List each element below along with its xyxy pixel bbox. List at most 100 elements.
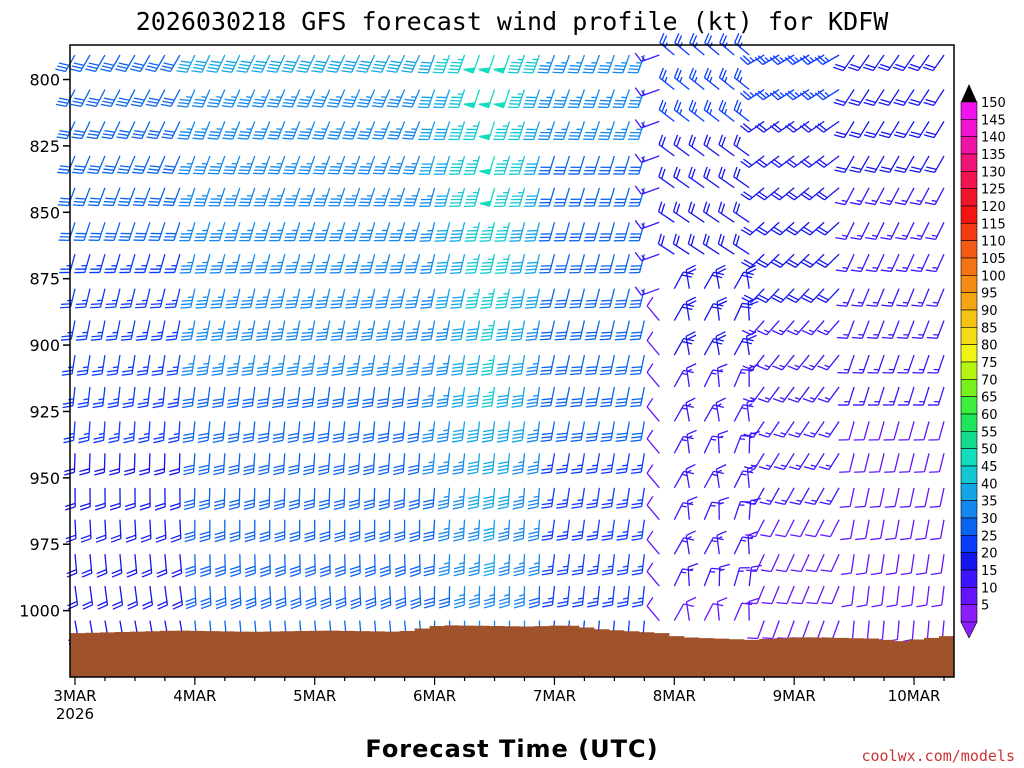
wind-barb <box>297 121 316 140</box>
barb-feather <box>227 439 239 444</box>
wind-barb <box>801 320 825 336</box>
barb-feather <box>465 373 477 376</box>
barb-feather <box>115 68 126 73</box>
barb-feather <box>556 537 567 541</box>
barb-feather <box>194 63 205 67</box>
barb-feather <box>597 71 608 74</box>
wind-barb <box>863 54 885 72</box>
barb-feather <box>754 92 764 101</box>
barb-feather <box>259 534 270 539</box>
wind-barb <box>408 487 421 511</box>
wind-barb <box>526 386 541 408</box>
barb-feather <box>451 405 462 408</box>
barb-feather <box>437 464 449 468</box>
barb-half-feather <box>443 461 449 464</box>
barb-feather <box>820 569 832 573</box>
barb-feather <box>362 366 373 369</box>
wind-barb <box>703 134 720 157</box>
barb-feather <box>881 304 892 307</box>
barb-feather <box>376 369 388 373</box>
wind-barb <box>583 187 601 207</box>
wind-barb <box>685 463 696 488</box>
wind-barb <box>587 586 601 608</box>
wind-barb <box>87 187 106 207</box>
barb-feather <box>467 328 479 331</box>
barb-shaft <box>881 620 885 640</box>
barb-feather <box>164 165 176 168</box>
wind-barb <box>91 354 106 376</box>
wind-barb <box>537 54 556 74</box>
barb-feather <box>483 569 495 573</box>
wind-barb <box>851 288 870 307</box>
barb-feather <box>228 464 240 469</box>
wind-barb <box>885 519 900 541</box>
wind-barb <box>836 320 855 339</box>
barb-feather <box>410 604 421 610</box>
barb-feather <box>541 436 552 439</box>
wind-barb <box>237 155 256 175</box>
wind-barb <box>569 288 586 309</box>
wind-barb <box>863 121 885 139</box>
wind-barb <box>554 288 571 309</box>
barb-feather <box>335 604 346 610</box>
barb-feather <box>106 373 118 376</box>
wind-barb <box>252 121 271 140</box>
barb-feather <box>585 369 597 372</box>
barb-feather <box>378 432 389 437</box>
wind-barb <box>630 421 645 442</box>
barb-feather <box>373 169 385 172</box>
barb-feather <box>601 534 613 538</box>
barb-shaft <box>685 601 690 621</box>
barb-half-feather <box>794 92 800 97</box>
barb-half-feather <box>793 329 800 333</box>
barb-feather <box>138 436 149 440</box>
wind-barb <box>393 487 406 511</box>
barb-feather <box>185 597 196 603</box>
barb-feather <box>242 439 254 444</box>
barb-feather <box>421 61 432 64</box>
barb-feather <box>224 131 236 134</box>
barb-feather <box>770 193 780 201</box>
barb-half-feather <box>694 76 698 83</box>
barb-feather <box>361 331 373 335</box>
barb-feather <box>213 432 224 437</box>
barb-half-feather <box>443 527 450 531</box>
wind-barb <box>335 586 347 610</box>
wind-barb <box>407 421 421 444</box>
wind-barb <box>525 288 541 309</box>
wind-barb <box>100 54 121 73</box>
barb-feather <box>242 398 254 402</box>
wind-barb <box>762 620 780 640</box>
barb-feather <box>86 65 98 70</box>
barb-feather <box>238 101 249 105</box>
barb-feather <box>498 461 509 465</box>
wind-barb <box>817 354 840 371</box>
barb-feather <box>615 303 626 305</box>
wind-barb <box>78 421 91 444</box>
barb-feather <box>617 604 628 608</box>
barb-feather <box>103 168 114 171</box>
barb-feather <box>112 600 123 607</box>
barb-feather <box>181 299 193 302</box>
barb-feather <box>254 131 266 134</box>
barb-feather <box>268 134 280 137</box>
wind-barb <box>283 187 301 207</box>
barb-feather <box>137 369 148 373</box>
barb-feather <box>422 506 434 510</box>
wind-barb <box>895 253 915 273</box>
barb-feather <box>616 467 627 471</box>
barb-feather <box>388 169 400 172</box>
wind-barb <box>401 89 421 108</box>
barb-feather <box>256 299 268 302</box>
barb-feather <box>358 134 370 137</box>
wind-barb <box>140 519 152 543</box>
wind-barb <box>816 320 840 336</box>
barb-half-feather <box>810 464 817 468</box>
wind-barb <box>296 54 316 73</box>
barb-feather <box>498 495 509 500</box>
wind-barb <box>163 222 181 241</box>
barb-shaft <box>817 620 825 639</box>
barb-feather <box>835 63 846 69</box>
wind-barb <box>803 452 825 471</box>
barb-feather <box>451 299 463 302</box>
